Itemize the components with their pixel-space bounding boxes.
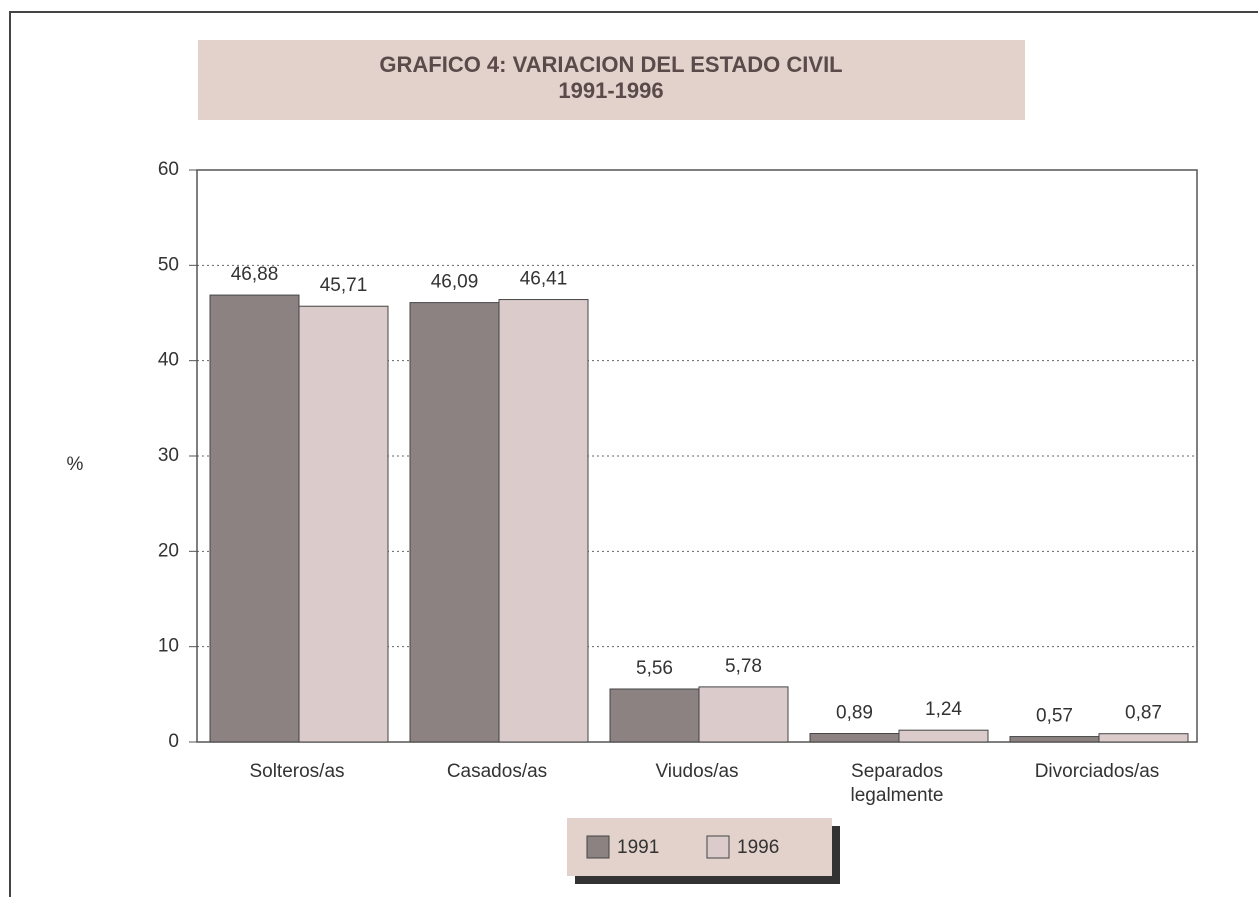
legend-swatch <box>706 835 730 859</box>
bar <box>698 686 789 743</box>
chart-title: GRAFICO 4: VARIACION DEL ESTADO CIVIL <box>379 52 842 77</box>
y-tick-label: 60 <box>158 159 179 180</box>
bar <box>298 305 389 743</box>
chart-subtitle: 1991-1996 <box>558 78 663 103</box>
value-label: 5,78 <box>725 656 762 677</box>
legend-label: 1996 <box>737 837 779 858</box>
bar <box>898 729 989 743</box>
value-label: 46,41 <box>520 269 568 290</box>
y-axis-label: % <box>67 454 84 475</box>
bar <box>209 294 300 743</box>
y-tick-label: 40 <box>158 350 179 371</box>
legend-swatch <box>586 835 610 859</box>
y-tick-label: 50 <box>158 254 179 275</box>
y-tick-label: 30 <box>158 445 179 466</box>
legend-label: 1991 <box>617 837 659 858</box>
frame <box>9 11 1258 897</box>
bar <box>609 688 700 743</box>
value-label: 0,89 <box>836 703 873 724</box>
x-tick-label: Casados/as <box>446 761 548 782</box>
legend-box <box>567 818 832 876</box>
bar <box>409 302 500 743</box>
bar <box>498 299 589 743</box>
value-label: 1,24 <box>925 699 962 720</box>
y-tick-label: 0 <box>168 731 179 752</box>
bar <box>1098 733 1189 743</box>
y-tick-label: 10 <box>158 636 179 657</box>
value-label: 0,57 <box>1036 706 1073 727</box>
x-tick-label: Divorciados/as <box>1034 761 1160 782</box>
x-tick-label: Viudos/as <box>655 761 739 782</box>
bar <box>1009 736 1100 743</box>
x-tick-label: Separados legalmente <box>850 761 944 806</box>
value-label: 0,87 <box>1125 703 1162 724</box>
value-label: 5,56 <box>636 658 673 679</box>
title-box <box>198 40 1025 120</box>
y-tick-label: 20 <box>158 540 179 561</box>
x-tick-label: Solteros/as <box>249 761 345 782</box>
bar <box>809 733 900 743</box>
value-label: 46,88 <box>231 264 279 285</box>
value-label: 46,09 <box>431 272 479 293</box>
value-label: 45,71 <box>320 275 368 296</box>
